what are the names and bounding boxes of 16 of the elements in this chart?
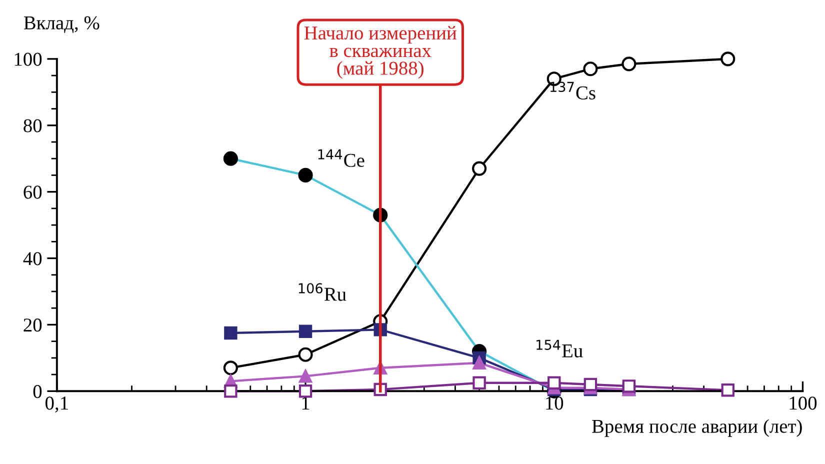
x-axis-title: Время после аварии (лет) bbox=[592, 419, 802, 437]
y-tick-label: 80 bbox=[24, 119, 42, 132]
series-label: $^{106}$Ru bbox=[298, 283, 346, 301]
ref-line-label: Начало измерений в скважинах (май 1988) bbox=[304, 26, 456, 79]
y-tick-label: 20 bbox=[24, 318, 42, 332]
x-tick-label: 1 bbox=[302, 396, 310, 410]
y-tick-label: 0 bbox=[33, 384, 42, 398]
y-tick-label: 40 bbox=[23, 252, 42, 266]
x-tick-label: 10 bbox=[546, 396, 564, 410]
y-axis-title: Вклад, % bbox=[24, 16, 100, 33]
x-tick-label: 0,1 bbox=[46, 396, 68, 412]
series-label: $^{154}$Eu bbox=[536, 340, 583, 358]
y-tick-label: 100 bbox=[14, 52, 42, 66]
x-tick-label: 100 bbox=[790, 396, 817, 410]
y-tick-label: 60 bbox=[24, 186, 42, 199]
series-label: $^{144}$Ce bbox=[318, 149, 364, 167]
